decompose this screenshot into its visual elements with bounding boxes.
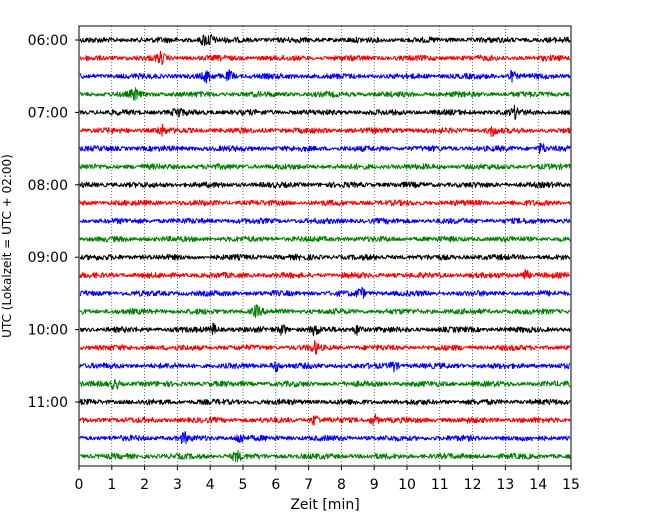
y-axis: 06:00 07:00 08:00 09:00 10:00 11:00 xyxy=(28,33,79,411)
seismogram-trace xyxy=(79,413,571,426)
seismogram-trace xyxy=(79,142,571,155)
x-tick-label: 12 xyxy=(464,477,482,493)
seismogram-trace xyxy=(79,104,571,120)
y-tick-label: 07:00 xyxy=(28,105,68,121)
grid-lines xyxy=(111,26,539,466)
x-tick-label: 15 xyxy=(562,477,580,493)
x-tick-label: 7 xyxy=(304,477,313,493)
x-axis-label: Zeit [min] xyxy=(290,497,359,513)
seismogram-trace xyxy=(79,286,571,299)
seismogram-trace xyxy=(79,304,571,318)
seismogram-trace xyxy=(79,253,571,261)
plot-frame xyxy=(78,25,572,467)
x-tick-label: 6 xyxy=(271,477,280,493)
seismogram-trace xyxy=(79,34,571,47)
x-tick-label: 5 xyxy=(239,477,248,493)
seismogram-trace xyxy=(79,361,571,373)
seismogram-trace xyxy=(79,398,571,406)
x-tick-label: 8 xyxy=(337,477,346,493)
y-tick-label: 06:00 xyxy=(28,33,68,49)
x-tick-label: 14 xyxy=(529,477,547,493)
x-tick-label: 3 xyxy=(173,477,182,493)
seismogram-trace xyxy=(79,235,571,243)
seismogram-trace xyxy=(79,199,571,207)
x-tick-label: 10 xyxy=(398,477,416,493)
x-tick-label: 2 xyxy=(140,477,149,493)
seismogram-trace xyxy=(80,322,571,337)
x-axis: 0 1 2 3 4 5 6 7 8 9 10 11 12 13 14 15 xyxy=(75,466,580,493)
seismogram-trace xyxy=(79,123,571,137)
x-tick-label: 1 xyxy=(107,477,116,493)
y-axis-label: UTC (Lokalzeit = UTC + 02:00) xyxy=(0,154,14,338)
seismogram-trace xyxy=(79,181,571,189)
seismogram-trace xyxy=(79,378,571,390)
y-tick-label: 11:00 xyxy=(28,395,68,411)
seismogram-trace xyxy=(79,431,571,445)
seismogram-trace xyxy=(79,50,571,65)
seismogram-trace xyxy=(79,269,571,280)
seismogram-trace xyxy=(79,163,571,171)
y-tick-label: 09:00 xyxy=(28,250,68,266)
seismogram-trace xyxy=(79,450,571,463)
y-tick-label: 10:00 xyxy=(28,323,68,339)
x-tick-label: 4 xyxy=(206,477,215,493)
seismogram-traces xyxy=(79,34,571,463)
seismogram-trace xyxy=(79,340,571,355)
seismogram-trace xyxy=(79,87,570,101)
x-tick-label: 11 xyxy=(431,477,449,493)
seismogram-trace xyxy=(79,217,571,225)
plot-background xyxy=(79,26,571,466)
x-tick-label: 9 xyxy=(370,477,379,493)
x-tick-label: 0 xyxy=(75,477,84,493)
x-tick-label: 13 xyxy=(496,477,514,493)
seismogram-trace xyxy=(79,69,571,84)
y-tick-label: 08:00 xyxy=(28,178,68,194)
